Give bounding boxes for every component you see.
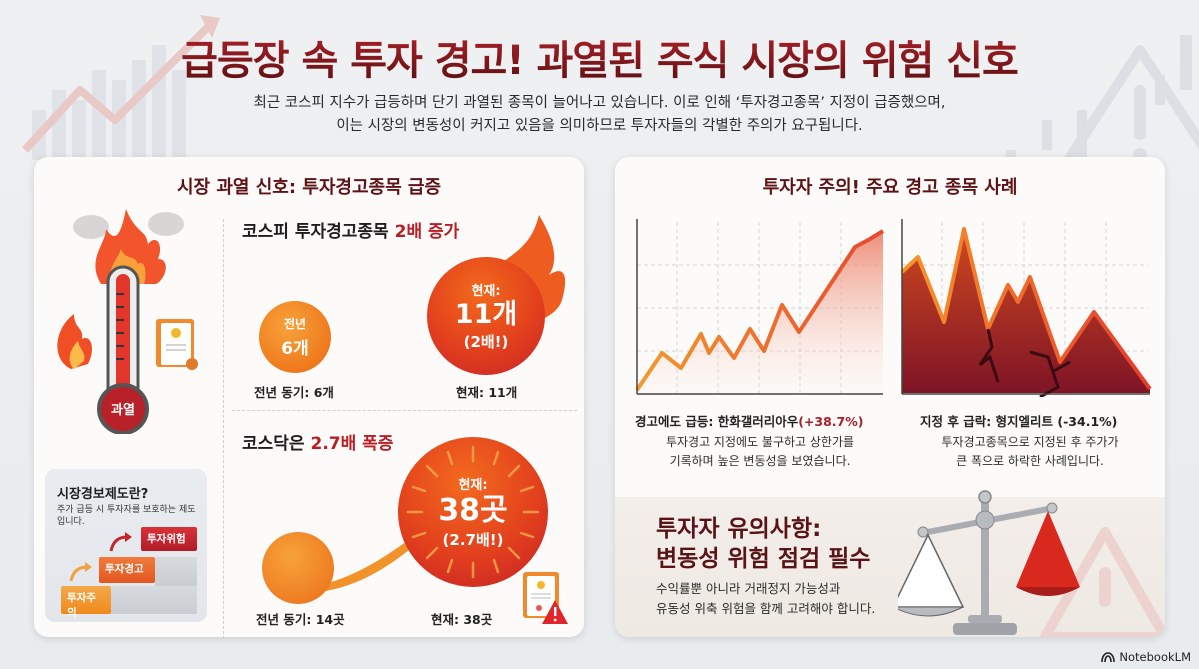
kospi-prev-caption: 전년 동기: 6개	[254, 385, 334, 400]
kosdaq-prev-caption: 전년 동기: 14곳	[256, 612, 345, 627]
divider-vertical	[223, 219, 224, 639]
step-shadow	[111, 586, 197, 614]
card-title: 시장 과열 신호: 투자경고종목 급증	[176, 177, 442, 198]
case-down-description: 투자경고종목으로 지정된 후 주가가 큰 폭으로 하락한 사례입니다.	[941, 435, 1119, 468]
step-danger: 투자위험	[141, 527, 197, 551]
market-alert-info-box: 시장경보제도란? 주가 급등 시 투자자를 보호하는 제도입니다. 투자주의 투…	[45, 469, 207, 622]
arrow-up-icon	[109, 532, 132, 552]
rising-stock-chart	[635, 219, 885, 395]
kosdaq-heading: 코스닥은 2.7배 폭증	[242, 434, 394, 454]
case-up-title: 경고에도 급등: 한화갤러리아우(+38.7%)	[635, 414, 864, 429]
kospi-prev-bubble: 전년 6개	[259, 301, 331, 373]
thermometer-label: 과열	[111, 403, 135, 418]
kosdaq-prev-bubble	[262, 532, 334, 604]
brand-label: NotebookLM	[1119, 650, 1191, 664]
market-overheat-card: 시장 과열 신호: 투자경고종목 급증 과열 코스피 투자경고종목 2배 증가 …	[34, 157, 584, 639]
caution-title: 투자자 유의사항: 변동성 위험 점검 필수	[656, 516, 871, 572]
subtitle-line-1: 최근 코스피 지수가 급등하며 단기 과열된 종목이 늘어나고 있습니다. 이로…	[253, 95, 946, 111]
arrow-up-icon	[69, 562, 92, 582]
page-title: 급등장 속 투자 경고! 과열된 주식 시장의 위험 신호	[0, 28, 1199, 86]
notebooklm-logo-icon	[1101, 652, 1116, 663]
burst-rays-icon	[406, 445, 540, 579]
step-shadow	[155, 557, 197, 586]
thermometer-flame-icon	[57, 209, 198, 434]
falling-stock-chart	[900, 219, 1152, 397]
step-caution: 투자주의	[61, 586, 111, 619]
balance-scale-icon	[898, 490, 1080, 635]
card-title: 투자자 주의! 주요 경고 종목 사례	[762, 177, 1018, 198]
warning-cases-card: 투자자 주의! 주요 경고 종목 사례	[615, 157, 1165, 637]
kospi-now-caption: 현재: 11개	[456, 385, 518, 400]
certificate-warning-icon	[523, 572, 568, 624]
kosdaq-now-bubble: 현재: 38곳 (2.7배!)	[398, 437, 548, 587]
step-warning: 투자경고	[99, 557, 155, 583]
page-subtitle: 최근 코스피 지수가 급등하며 단기 과열된 종목이 늘어나고 있습니다. 이로…	[0, 92, 1199, 138]
caution-description: 수익률뿐 아니라 거래정지 가능성과 유동성 위축 위험을 함께 고려해야 합니…	[656, 581, 876, 616]
case-up-description: 투자경고 지정에도 불구하고 상한가를 기록하며 높은 변동성을 보였습니다.	[665, 435, 855, 468]
notebooklm-brand: NotebookLM	[1101, 650, 1191, 664]
kosdaq-now-caption: 현재: 38곳	[431, 612, 493, 627]
case-down-title: 지정 후 급락: 형지엘리트 (-34.1%)	[920, 414, 1118, 429]
divider-horizontal	[232, 410, 577, 411]
subtitle-line-2: 이는 시장의 변동성이 커지고 있음을 의미하므로 투자자들의 각별한 주의가 …	[336, 118, 863, 134]
connector-swoosh-icon	[294, 532, 422, 594]
info-box-title: 시장경보제도란?	[57, 487, 149, 502]
kospi-now-bubble: 현재: 11개 (2배!)	[427, 257, 545, 375]
investor-caution-panel: 투자자 유의사항: 변동성 위험 점검 필수 수익률뿐 아니라 거래정지 가능성…	[615, 490, 1165, 637]
kospi-heading: 코스피 투자경고종목 2배 증가	[242, 222, 460, 242]
info-box-description: 주가 급등 시 투자자를 보호하는 제도입니다.	[57, 505, 196, 527]
